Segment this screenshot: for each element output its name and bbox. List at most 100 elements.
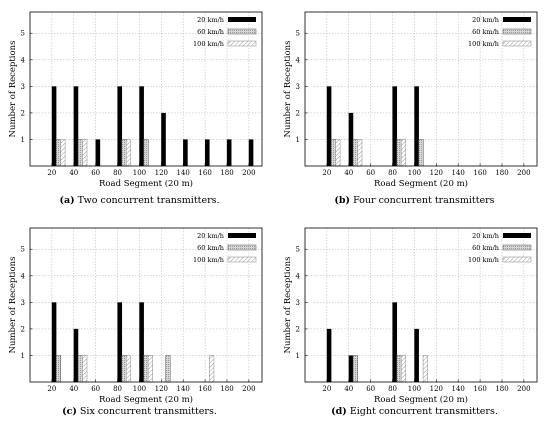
caption-d-text: Eight concurrent transmitters. <box>349 406 498 417</box>
bar <box>396 139 402 167</box>
legend-label: 20 km/h <box>197 16 224 24</box>
bar <box>77 139 83 167</box>
x-axis-label: Road Segment (20 m) <box>99 178 193 189</box>
legend-label: 20 km/h <box>472 16 499 24</box>
plot-frame <box>29 11 263 167</box>
x-tick-label: 120 <box>155 169 168 177</box>
x-tick-label: 160 <box>198 169 211 177</box>
plot-frame <box>304 227 538 383</box>
series-1 <box>51 86 254 166</box>
legend: 20 km/h 60 km/h 100 km/h <box>468 16 532 48</box>
legend: 20 km/h 60 km/h 100 km/h <box>193 16 257 48</box>
x-tick-label: 120 <box>430 169 443 177</box>
bar <box>55 355 62 383</box>
x-tick-label: 60 <box>366 385 375 393</box>
plot-frame <box>29 227 263 383</box>
legend-swatch <box>502 256 532 263</box>
bar <box>125 355 132 383</box>
caption-c-text: Six concurrent transmitters. <box>79 406 217 417</box>
bar <box>55 139 62 167</box>
chart-b-plot: 20 40 60 80 100 120 140 160 180 200 1 2 3 4 5 Road Segm… <box>283 11 538 189</box>
bar <box>82 355 88 383</box>
legend-label: 20 km/h <box>197 232 224 240</box>
x-tick-label: 40 <box>344 169 353 177</box>
bar <box>77 355 83 383</box>
bar <box>139 302 144 382</box>
series-1 <box>51 302 144 382</box>
x-tick-label: 60 <box>366 169 375 177</box>
legend-swatch <box>502 28 532 35</box>
legend-label: 20 km/h <box>472 232 499 240</box>
x-tick-label: 160 <box>473 169 486 177</box>
y-axis-label: Number of Receptions <box>283 257 293 354</box>
legend-swatch <box>227 28 257 35</box>
y-tick-label: 2 <box>21 109 25 117</box>
bar <box>330 139 337 167</box>
y-tick-label: 3 <box>21 299 25 307</box>
chart-d-plot: 20 40 60 80 100 120 140 160 180 200 1 2 3 4 5 Road Segm… <box>283 227 538 405</box>
bar <box>143 355 149 383</box>
x-tick-label: 60 <box>91 385 100 393</box>
legend-swatch <box>227 40 257 47</box>
x-tick-label: 180 <box>495 385 508 393</box>
bar <box>414 328 419 382</box>
y-tick-label: 3 <box>21 83 25 91</box>
legend-swatch <box>502 244 532 251</box>
x-axis-label: Road Segment (20 m) <box>99 394 193 405</box>
bar <box>348 112 354 166</box>
grid <box>30 228 262 382</box>
chart-panel-a: 20 40 60 80 100 120 140 160 180 200 1 2 3 4 5 Road Segm… <box>0 0 275 190</box>
x-tick-label: 200 <box>242 169 255 177</box>
y-tick-label: 1 <box>296 352 300 360</box>
y-tick-label: 2 <box>296 109 300 117</box>
bar <box>117 302 123 382</box>
bar <box>117 86 123 166</box>
legend-label: 100 km/h <box>468 256 499 264</box>
bar <box>352 139 358 167</box>
x-tick-label: 100 <box>408 169 421 177</box>
x-tick-label: 140 <box>177 385 190 393</box>
legend-label: 60 km/h <box>472 244 499 252</box>
legend: 20 km/h 60 km/h 100 km/h <box>193 232 257 264</box>
bar <box>326 86 332 166</box>
bar <box>121 355 127 383</box>
x-tick-label: 200 <box>517 169 530 177</box>
caption-b: (b) Four concurrent transmitters <box>277 195 550 206</box>
caption-b-text: Four concurrent transmitters <box>353 195 495 206</box>
bar <box>165 355 171 383</box>
legend-label: 100 km/h <box>193 40 224 48</box>
x-tick-label: 40 <box>69 385 78 393</box>
series-3 <box>82 355 215 383</box>
x-tick-label: 80 <box>388 169 397 177</box>
caption-a-label: (a) <box>59 195 75 206</box>
chart-c-plot: 20 40 60 80 100 120 140 160 180 200 1 2 3 4 5 Road Segm… <box>8 227 263 405</box>
bar <box>51 302 57 382</box>
bar <box>73 86 79 166</box>
chart-panel-d: 20 40 60 80 100 120 140 160 180 200 1 2 3 4 5 Road Segm… <box>275 216 550 406</box>
x-tick-label: 20 <box>322 385 331 393</box>
series-1 <box>326 86 419 166</box>
chart-panel-c: 20 40 60 80 100 120 140 160 180 200 1 2 3 4 5 Road Segm… <box>0 216 275 406</box>
bar <box>161 112 166 166</box>
bar <box>248 139 254 166</box>
x-tick-label: 20 <box>47 385 56 393</box>
legend-swatch <box>228 233 256 238</box>
bar <box>400 139 407 167</box>
legend: 20 km/h 60 km/h 100 km/h <box>468 232 532 264</box>
y-tick-label: 5 <box>296 30 300 38</box>
bar <box>348 355 354 382</box>
bar <box>82 139 88 167</box>
x-tick-label: 100 <box>408 385 421 393</box>
bar <box>392 302 398 382</box>
bar <box>396 355 402 383</box>
grid <box>305 12 537 166</box>
bar <box>226 139 232 166</box>
y-tick-label: 4 <box>21 272 26 280</box>
bar <box>204 139 210 166</box>
x-tick-label: 140 <box>452 169 465 177</box>
legend-swatch <box>227 244 257 251</box>
x-tick-label: 20 <box>322 169 331 177</box>
series-2 <box>55 355 171 383</box>
legend-swatch <box>503 233 531 238</box>
bar <box>209 355 215 383</box>
